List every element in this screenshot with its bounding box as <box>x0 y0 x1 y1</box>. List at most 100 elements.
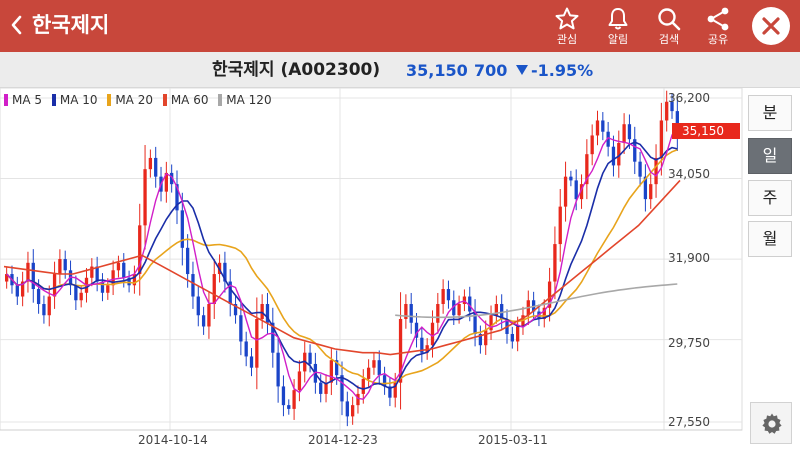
ma20-line <box>6 148 678 385</box>
search-button[interactable]: 검색 <box>647 4 691 50</box>
legend-swatch <box>107 94 112 106</box>
candle-body <box>233 304 238 316</box>
close-button[interactable] <box>752 7 790 45</box>
candle-body <box>276 352 280 387</box>
ma120-line <box>395 283 678 319</box>
period-week-button[interactable]: 주 <box>748 180 792 216</box>
ma10-line <box>6 141 678 390</box>
candle-body <box>478 333 483 346</box>
candle-body <box>372 360 376 368</box>
y-tick-label: 34,050 <box>668 167 710 181</box>
candle-body <box>563 176 568 207</box>
alert-button[interactable]: 알림 <box>596 4 640 50</box>
alert-label: 알림 <box>607 33 629 46</box>
candle-body <box>106 285 110 293</box>
candle-body <box>665 101 669 121</box>
back-button[interactable] <box>6 10 28 40</box>
x-tick-label: 2015-03-11 <box>478 433 548 447</box>
candle-body <box>643 176 648 200</box>
candle-body <box>5 274 9 282</box>
settings-button[interactable] <box>750 402 792 444</box>
candle-body <box>633 139 637 162</box>
favorite-button[interactable]: 관심 <box>545 4 589 50</box>
candle-body <box>164 172 168 192</box>
candle-body <box>335 360 339 376</box>
candle-body <box>500 304 504 319</box>
candle-body <box>116 262 121 271</box>
candle-body <box>47 296 51 316</box>
candle-body <box>74 285 78 301</box>
candle-body <box>494 304 499 316</box>
candle-body <box>175 184 179 211</box>
candle-body <box>670 101 674 112</box>
price-chart[interactable] <box>0 88 800 450</box>
candle-body <box>228 281 232 305</box>
candle-body <box>436 304 440 323</box>
legend-label: MA 60 <box>170 93 209 107</box>
candle-body <box>366 367 371 379</box>
period-month-button[interactable]: 월 <box>748 221 792 257</box>
y-tick-label: 27,550 <box>668 415 710 429</box>
candle-body <box>100 281 105 293</box>
candle-body <box>196 296 200 316</box>
candle-body <box>260 304 264 319</box>
candle-body <box>324 382 328 394</box>
candle-body <box>409 304 413 323</box>
candle-body <box>111 270 115 286</box>
price-change-percent: -1.95% <box>516 60 593 82</box>
candle-body <box>606 131 610 147</box>
favorite-label: 관심 <box>556 33 578 46</box>
period-minute-button[interactable]: 분 <box>748 95 792 131</box>
x-tick-label: 2014-10-14 <box>138 433 208 447</box>
star-icon <box>555 7 579 30</box>
candle-body <box>180 210 184 248</box>
candle-body <box>329 360 334 383</box>
candle-body <box>170 172 174 185</box>
candle-body <box>340 375 344 402</box>
candle-body <box>138 225 142 275</box>
candle-body <box>201 315 206 327</box>
candle-body <box>90 266 94 278</box>
candle-body <box>36 289 41 305</box>
candle-body <box>574 180 578 200</box>
candle-body <box>457 304 461 316</box>
candle-body <box>484 330 488 346</box>
candle-body <box>265 304 270 323</box>
candle-body <box>185 247 190 275</box>
candle-body <box>356 393 360 406</box>
candle-body <box>547 281 552 308</box>
period-day-button[interactable]: 일 <box>748 138 792 174</box>
legend-ma5: MA 5 <box>4 92 42 108</box>
search-icon <box>658 8 681 31</box>
ma5-line <box>6 125 678 400</box>
candle-body <box>638 161 642 177</box>
page-title: 한국제지 <box>32 13 110 37</box>
candle-body <box>191 274 195 297</box>
legend-ma120: MA 120 <box>218 92 272 108</box>
candle-body <box>601 120 605 132</box>
candle-body <box>446 289 451 301</box>
legend-label: MA 10 <box>59 93 98 107</box>
candle-body <box>350 405 355 417</box>
share-button[interactable]: 공유 <box>696 4 740 50</box>
candle-body <box>249 356 254 368</box>
candle-body <box>281 386 286 406</box>
stock-info-bar: 한국제지 (A002300) 35,150 700 -1.95% <box>0 52 800 88</box>
candle-body <box>255 318 259 368</box>
candle-body <box>122 262 126 278</box>
candle-body <box>611 146 616 166</box>
candle-body <box>244 341 248 357</box>
candle-body <box>127 277 131 286</box>
y-tick-label: 36,200 <box>668 91 710 105</box>
legend-swatch <box>51 94 56 106</box>
candle-body <box>414 322 419 338</box>
candle-body <box>148 157 153 170</box>
candle-body <box>79 292 83 301</box>
candle-body <box>430 322 435 346</box>
candle-body <box>468 296 472 312</box>
search-label: 검색 <box>658 33 680 46</box>
candle-body <box>558 206 562 245</box>
candle-body <box>441 289 445 305</box>
x-tick-label: 2014-12-23 <box>308 433 378 447</box>
ma60-line <box>3 179 681 356</box>
